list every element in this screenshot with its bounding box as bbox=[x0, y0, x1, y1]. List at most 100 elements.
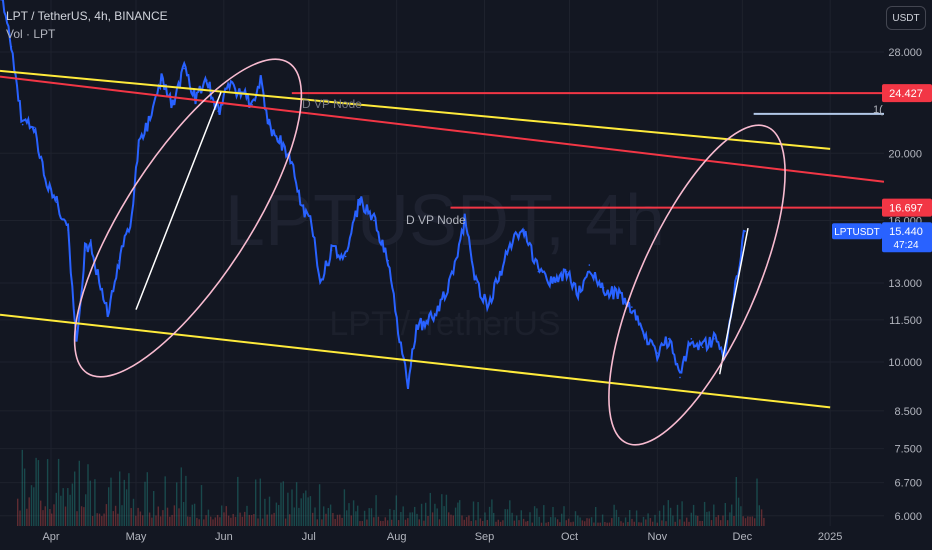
volume-bar bbox=[665, 521, 667, 526]
price-point bbox=[138, 145, 140, 147]
volume-bar bbox=[448, 512, 450, 526]
price-point bbox=[259, 79, 262, 81]
volume-bar bbox=[17, 498, 19, 526]
volume-bar bbox=[151, 517, 153, 526]
volume-bar bbox=[346, 510, 348, 526]
volume-bar bbox=[445, 494, 448, 526]
off-chart-value: 1( bbox=[873, 104, 883, 116]
price-point bbox=[656, 352, 659, 354]
price-point bbox=[395, 319, 398, 321]
volume-bar bbox=[19, 510, 21, 526]
volume-bar bbox=[225, 506, 227, 526]
volume-bar bbox=[574, 511, 577, 526]
volume-bar bbox=[64, 506, 67, 526]
volume-bar bbox=[305, 490, 307, 526]
volume-bar bbox=[531, 522, 533, 526]
volume-bar bbox=[556, 519, 559, 526]
volume-bar bbox=[729, 512, 731, 526]
currency-button[interactable]: USDT bbox=[886, 6, 926, 30]
volume-bar bbox=[76, 511, 78, 526]
volume-bar bbox=[21, 449, 23, 526]
highlight-ellipse bbox=[73, 58, 303, 378]
price-point bbox=[452, 270, 455, 273]
volume-bar bbox=[633, 521, 635, 526]
volume-bar bbox=[465, 517, 468, 526]
volume-bar bbox=[108, 487, 110, 526]
volume-bar bbox=[559, 522, 561, 526]
volume-bar bbox=[210, 516, 212, 526]
volume-bar bbox=[429, 492, 431, 526]
volume-bar bbox=[395, 495, 397, 526]
price-point bbox=[89, 239, 92, 241]
volume-bar bbox=[529, 512, 531, 526]
volume-bar bbox=[572, 521, 574, 526]
price-point bbox=[523, 229, 525, 231]
volume-bar bbox=[547, 521, 550, 526]
volume-bar bbox=[60, 495, 62, 526]
volume-bar bbox=[416, 513, 418, 526]
price-point bbox=[631, 306, 633, 308]
price-point bbox=[679, 376, 681, 379]
volume-bar bbox=[570, 522, 572, 526]
price-point bbox=[129, 223, 132, 226]
volume-bar bbox=[246, 505, 248, 526]
symbol-title[interactable]: LPT / TetherUS, 4h, BINANCE bbox=[6, 9, 168, 23]
price-point bbox=[268, 123, 270, 126]
volume-bar bbox=[162, 510, 164, 526]
volume-bar bbox=[486, 519, 488, 526]
volume-bar bbox=[350, 515, 352, 526]
volume-bar bbox=[273, 512, 275, 526]
price-tag-label: 24.427 bbox=[889, 88, 923, 100]
volume-bar bbox=[312, 512, 314, 526]
volume-bar bbox=[130, 508, 132, 526]
volume-bar bbox=[443, 506, 445, 526]
price-point bbox=[10, 45, 13, 48]
volume-bar bbox=[567, 518, 570, 526]
volume-bar bbox=[298, 507, 300, 526]
volume-indicator-label[interactable]: Vol · LPT bbox=[6, 27, 56, 41]
volume-bar bbox=[475, 520, 477, 526]
volume-bar bbox=[427, 515, 429, 526]
volume-bar bbox=[85, 494, 87, 526]
time-axis[interactable]: Apr May Jun Jul Aug Sep Oct Nov Dec 2025 bbox=[0, 526, 932, 550]
volume-bar bbox=[241, 516, 244, 526]
volume-bar bbox=[391, 519, 393, 526]
volume-bar bbox=[87, 464, 89, 526]
volume-bar bbox=[221, 505, 223, 526]
volume-bar bbox=[352, 500, 355, 526]
volume-bar bbox=[740, 506, 742, 526]
price-point bbox=[588, 264, 591, 266]
volume-bar bbox=[423, 520, 425, 526]
price-axis[interactable]: 28.00020.00016.00013.00011.50010.0008.50… bbox=[884, 0, 932, 550]
volume-bar bbox=[155, 515, 157, 526]
price-tick-label: 7.500 bbox=[894, 444, 922, 456]
volume-bar bbox=[264, 498, 266, 526]
volume-bar bbox=[300, 498, 302, 526]
volume-bar bbox=[552, 506, 554, 526]
price-point bbox=[359, 197, 361, 200]
volume-bar bbox=[35, 457, 37, 526]
volume-bar bbox=[271, 514, 273, 526]
volume-bar bbox=[425, 502, 427, 526]
volume-bar bbox=[672, 515, 674, 526]
volume-bar bbox=[454, 507, 457, 526]
volume-bar bbox=[28, 497, 30, 526]
volume-bar bbox=[316, 519, 318, 526]
volume-bar bbox=[178, 508, 180, 526]
price-point bbox=[310, 223, 313, 226]
volume-bar bbox=[53, 504, 55, 526]
volume-bar bbox=[518, 520, 520, 526]
time-tick-label: Apr bbox=[42, 531, 59, 543]
volume-bar bbox=[737, 497, 740, 526]
volume-bar bbox=[597, 522, 599, 526]
volume-bar bbox=[511, 512, 513, 526]
price-tick-label: 8.500 bbox=[894, 406, 922, 418]
price-point bbox=[701, 346, 704, 349]
volume-bar bbox=[409, 512, 411, 526]
volume-bar bbox=[629, 510, 631, 526]
volume-bar bbox=[713, 504, 715, 526]
volume-bar bbox=[611, 518, 613, 526]
volume-bar bbox=[284, 518, 287, 526]
volume-bar bbox=[676, 504, 679, 526]
